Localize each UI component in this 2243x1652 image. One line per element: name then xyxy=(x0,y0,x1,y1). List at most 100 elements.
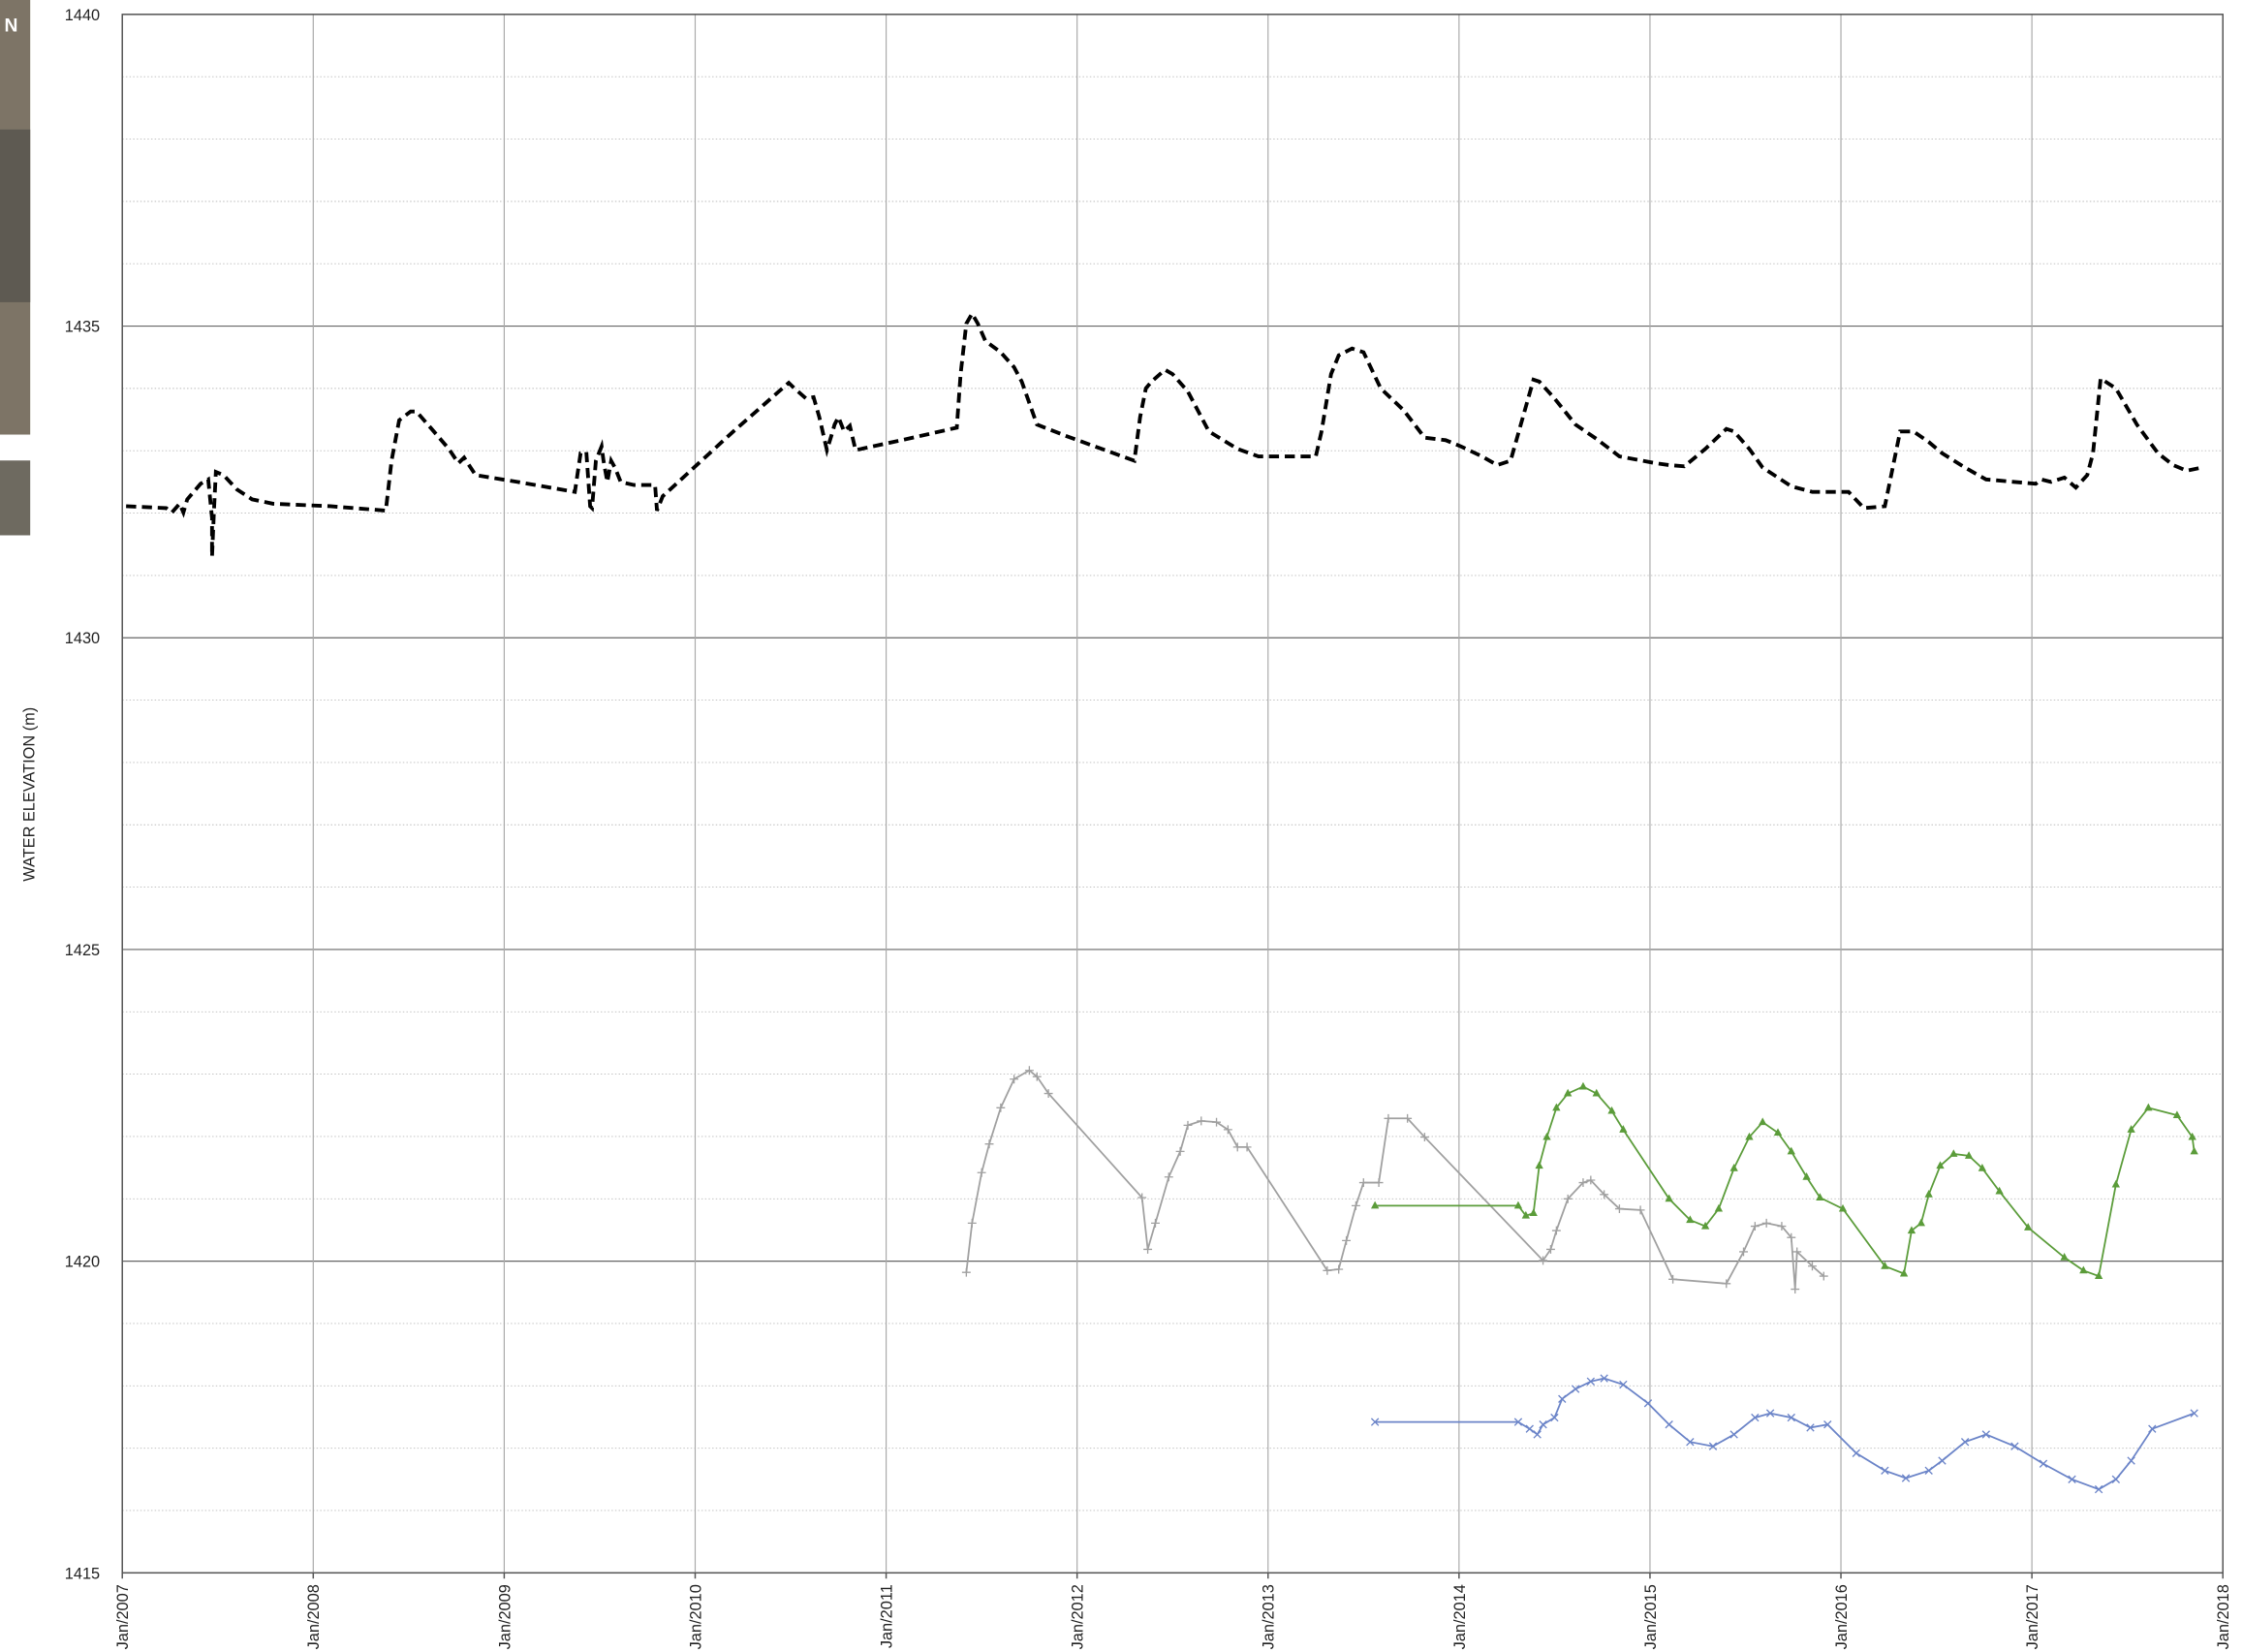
marker xyxy=(1539,1256,1548,1265)
marker xyxy=(1765,1409,1775,1418)
marker xyxy=(1212,1117,1222,1127)
marker xyxy=(1545,1244,1555,1254)
marker xyxy=(1592,1088,1601,1097)
x-tick-label: Jan/2011 xyxy=(879,1584,896,1648)
map-inset-label: N xyxy=(4,16,17,37)
marker xyxy=(1137,1193,1147,1202)
marker xyxy=(967,1218,977,1228)
x-tick-label: Jan/2012 xyxy=(1070,1584,1087,1649)
marker xyxy=(1232,1142,1242,1152)
marker xyxy=(1759,1117,1767,1126)
marker xyxy=(1700,1221,1710,1230)
marker xyxy=(1729,1164,1738,1171)
marker xyxy=(1010,1075,1019,1084)
y-tick-label: 1420 xyxy=(65,1254,100,1271)
marker xyxy=(1924,1466,1933,1475)
marker xyxy=(2060,1253,2069,1261)
marker xyxy=(1551,1226,1561,1235)
marker xyxy=(1607,1106,1616,1114)
marker xyxy=(1533,1430,1542,1439)
marker xyxy=(1323,1265,1332,1275)
x-tick-label: Jan/2017 xyxy=(2024,1584,2041,1649)
marker xyxy=(1802,1172,1811,1180)
x-tick-label: Jan/2016 xyxy=(1833,1584,1851,1649)
marker xyxy=(1852,1449,1860,1457)
marker xyxy=(1223,1125,1232,1135)
marker xyxy=(1370,1418,1380,1426)
y-tick-label: 1435 xyxy=(65,318,100,335)
marker xyxy=(1808,1262,1817,1271)
marker xyxy=(1978,1164,1987,1171)
marker xyxy=(2172,1110,2182,1119)
marker xyxy=(1197,1116,1206,1126)
marker xyxy=(1665,1420,1673,1429)
series-markers xyxy=(1370,1081,2198,1280)
marker xyxy=(2079,1265,2088,1274)
marker xyxy=(1745,1132,1754,1140)
marker xyxy=(1881,1466,1889,1475)
marker xyxy=(1981,1430,1991,1439)
marker xyxy=(1539,1420,1547,1429)
marker xyxy=(1600,1190,1609,1200)
marker xyxy=(2127,1125,2135,1133)
marker xyxy=(1722,1279,1731,1289)
marker xyxy=(1571,1385,1580,1393)
plot-frame xyxy=(121,14,2224,1574)
marker xyxy=(2127,1456,2135,1465)
marker xyxy=(1777,1222,1787,1231)
series-markers xyxy=(961,1066,1828,1294)
marker xyxy=(1750,1222,1760,1231)
marker xyxy=(1686,1215,1695,1224)
series-line xyxy=(1375,1377,2195,1491)
marker xyxy=(1614,1204,1624,1214)
marker xyxy=(1792,1247,1802,1257)
marker xyxy=(1151,1218,1160,1228)
marker xyxy=(2144,1103,2153,1111)
marker xyxy=(1787,1232,1796,1242)
marker xyxy=(1334,1264,1344,1274)
marker xyxy=(2024,1223,2033,1231)
x-tick-label: Jan/2014 xyxy=(1451,1584,1469,1649)
grid xyxy=(121,14,2224,1574)
map-inset xyxy=(0,460,31,536)
plot-area xyxy=(126,309,2202,1494)
marker xyxy=(1751,1413,1760,1422)
marker xyxy=(1600,1374,1608,1383)
marker xyxy=(1964,1151,1974,1159)
marker xyxy=(1823,1420,1832,1429)
marker xyxy=(1665,1194,1673,1202)
marker xyxy=(1529,1208,1538,1217)
marker xyxy=(1578,1178,1588,1188)
y-axis-label: WATER ELEVATION (m) xyxy=(21,707,39,882)
series-line xyxy=(126,309,2202,557)
marker xyxy=(1791,1285,1800,1294)
marker xyxy=(1787,1146,1795,1155)
marker xyxy=(1899,1268,1909,1277)
marker xyxy=(1183,1120,1193,1130)
marker xyxy=(1773,1128,1783,1137)
y-tick-label: 1430 xyxy=(65,630,100,647)
marker xyxy=(1513,1200,1523,1209)
y-tick-label: 1425 xyxy=(65,942,100,959)
marker xyxy=(2188,1132,2196,1140)
y-tick-label: 1440 xyxy=(65,7,100,24)
marker xyxy=(1787,1413,1795,1422)
marker xyxy=(1175,1146,1185,1156)
marker xyxy=(1550,1413,1559,1422)
marker xyxy=(1739,1247,1748,1257)
marker xyxy=(1819,1271,1828,1281)
marker xyxy=(1586,1175,1596,1185)
marker xyxy=(1901,1474,1911,1482)
marker xyxy=(1636,1205,1645,1215)
marker xyxy=(1586,1377,1596,1386)
series-markers xyxy=(1370,1374,2198,1494)
marker xyxy=(1907,1226,1916,1234)
marker xyxy=(1949,1149,1958,1157)
y-tick-label: 1415 xyxy=(65,1565,100,1582)
marker xyxy=(1342,1235,1352,1245)
marker xyxy=(1525,1424,1534,1433)
series-line xyxy=(965,1069,1824,1290)
marker xyxy=(1032,1072,1042,1081)
marker xyxy=(2068,1475,2076,1483)
marker xyxy=(1419,1133,1429,1142)
